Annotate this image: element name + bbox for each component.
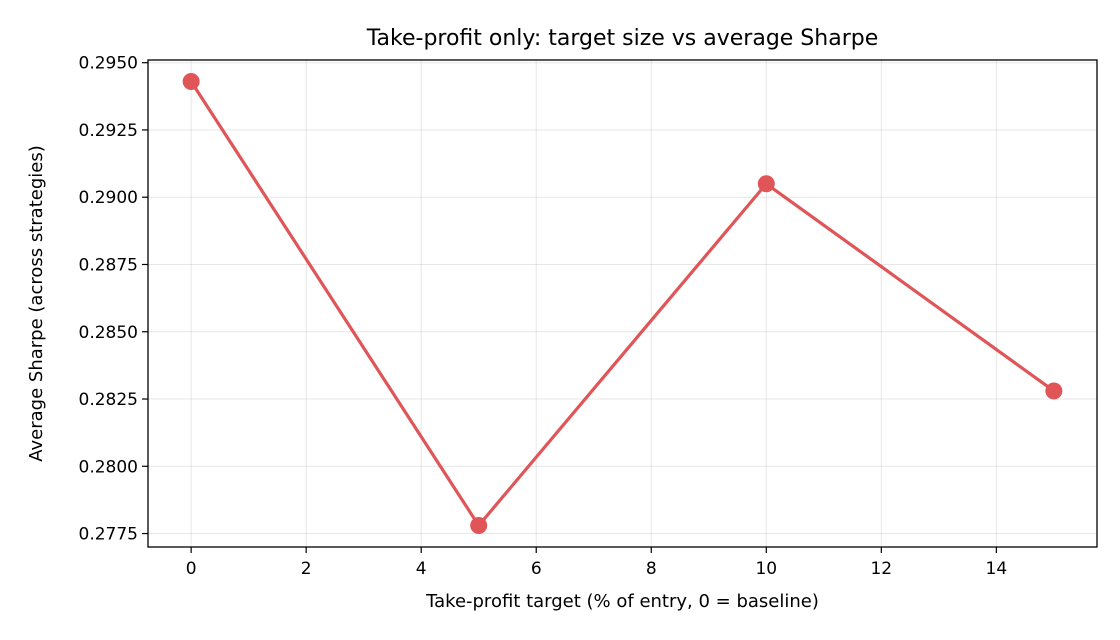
plot-area-frame (147, 59, 1098, 548)
data-point (1045, 382, 1063, 400)
y-tick-label: 0.2850 (79, 323, 138, 343)
x-tick-label: 10 (755, 559, 777, 579)
y-tick-label: 0.2875 (79, 255, 138, 275)
data-point (182, 73, 200, 91)
x-axis-ticks: 0 2 4 6 8 10 12 14 (186, 547, 1007, 579)
y-tick-label: 0.2775 (79, 525, 138, 545)
data-point (470, 516, 488, 534)
series-line (189, 79, 1056, 528)
x-tick-label: 14 (986, 559, 1008, 579)
chart-title: Take-profit only: target size vs average… (366, 26, 879, 51)
y-tick-label: 0.2900 (79, 188, 138, 208)
grid (148, 60, 1097, 547)
y-tick-label: 0.2825 (79, 390, 138, 410)
x-tick-label: 0 (186, 559, 197, 579)
x-tick-label: 4 (416, 559, 427, 579)
y-axis-label: Average Sharpe (across strategies) (26, 145, 47, 461)
y-axis-ticks: 0.2775 0.2800 0.2825 0.2850 0.2875 0.2900 0.29… (79, 54, 148, 545)
y-tick-label: 0.2925 (79, 121, 138, 141)
y-tick-label: 0.2950 (79, 54, 138, 74)
series (182, 73, 1063, 534)
x-tick-label: 12 (870, 559, 892, 579)
y-tick-label: 0.2800 (79, 457, 138, 477)
x-tick-label: 6 (531, 559, 542, 579)
x-axis-label: Take-profit target (% of entry, 0 = base… (425, 591, 819, 612)
data-point (757, 175, 775, 193)
x-tick-label: 2 (301, 559, 312, 579)
x-tick-label: 8 (646, 559, 657, 579)
